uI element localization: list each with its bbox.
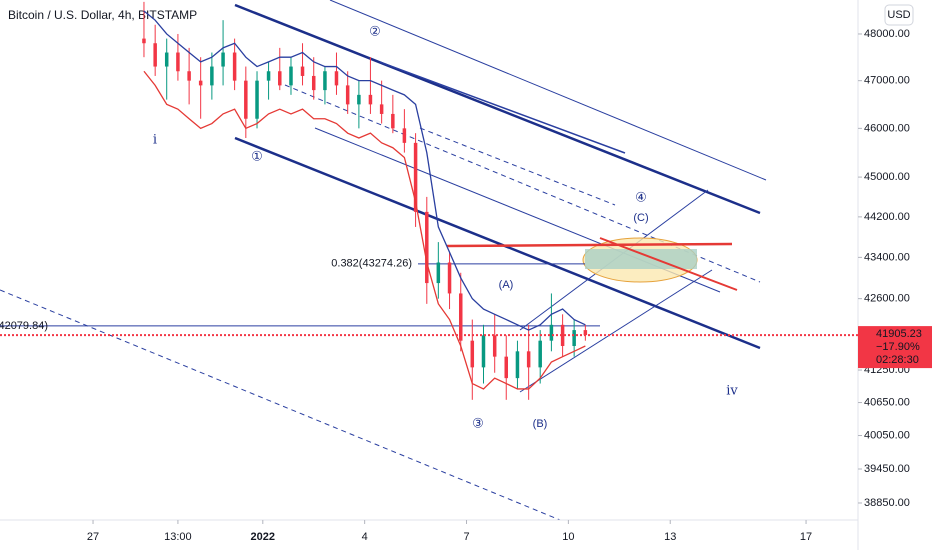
wave-label: i: [153, 133, 157, 148]
candle-body: [504, 356, 508, 379]
red-trendline: [599, 237, 738, 291]
candle-body: [198, 80, 203, 86]
dashed-midline: [284, 84, 761, 283]
candle-body: [470, 340, 475, 368]
y-tick-label: 46000.00: [864, 122, 910, 134]
candle-body: [300, 66, 305, 76]
x-tick-label: 10: [562, 531, 574, 543]
wave-label: (B): [533, 418, 548, 430]
candle-body: [572, 330, 576, 346]
candle-body: [244, 80, 248, 119]
fib-label: 0.382(43274.26): [331, 258, 412, 270]
candle-body: [436, 262, 441, 284]
candle-body: [481, 335, 486, 368]
wave-label: (C): [633, 212, 648, 224]
wave-label: ②: [369, 25, 381, 40]
level-label: 42079.84): [0, 320, 48, 332]
candle-body: [526, 351, 531, 368]
candle-body: [187, 71, 191, 81]
candle-body: [255, 80, 259, 119]
candle-body: [357, 94, 361, 105]
chart-title: Bitcoin / U.S. Dollar, 4h, BITSTAMP: [8, 8, 197, 22]
y-tick-label: 38850.00: [864, 497, 910, 509]
candle-body: [289, 66, 293, 86]
candle-body: [334, 71, 339, 86]
y-tick-label: 44200.00: [864, 211, 910, 223]
y-tick-label: 40050.00: [864, 429, 910, 441]
candle-body: [549, 324, 554, 341]
candle-body: [153, 43, 157, 67]
y-tick-label: 42600.00: [864, 293, 910, 305]
resistance-line: [446, 242, 733, 248]
x-tick-label: 7: [463, 531, 469, 543]
target-box: [585, 249, 697, 269]
candle-body: [323, 71, 327, 91]
candle-body: [458, 293, 463, 341]
candle-body: [413, 142, 418, 212]
candle-body: [391, 113, 395, 129]
y-tick-label: 47000.00: [864, 75, 910, 87]
change: −17.90%: [876, 341, 920, 353]
trendline: [379, 61, 626, 154]
indicator-line: [143, 70, 586, 390]
x-tick-label: 17: [800, 531, 812, 543]
y-tick-label: 40650.00: [864, 396, 910, 408]
wave-label: (A): [499, 279, 514, 291]
candle-body: [210, 66, 214, 86]
currency-label: USD: [887, 9, 910, 21]
candle-body: [142, 38, 146, 44]
channel-top: [234, 3, 761, 215]
price-tag: [858, 326, 932, 369]
candle-body: [379, 104, 384, 114]
x-tick-label: 2022: [251, 531, 275, 543]
candle-body: [278, 71, 282, 86]
candle-body: [311, 75, 316, 91]
candle-body: [368, 94, 373, 105]
rising-channel: [519, 269, 713, 393]
channel-bottom: [234, 136, 761, 350]
candle-body: [583, 330, 588, 336]
wave-label: ①: [251, 150, 263, 165]
countdown: 02:28:30: [876, 354, 919, 366]
candle-body: [492, 335, 497, 357]
x-tick-label: 27: [87, 531, 99, 543]
drawings: [0, 0, 767, 521]
wave-label: iv: [726, 384, 738, 399]
x-tick-label: 4: [362, 531, 368, 543]
x-tick-label: 13: [664, 531, 676, 543]
x-tick-label: 13:00: [164, 531, 192, 543]
candle-body: [221, 52, 225, 67]
dashed-midline: [419, 127, 616, 206]
candle-body: [538, 340, 542, 368]
last-price: 41905.23: [876, 328, 922, 340]
candle-body: [345, 85, 350, 105]
currency-button[interactable]: [884, 4, 914, 26]
y-tick-label: 43400.00: [864, 251, 910, 263]
y-tick-label: 48000.00: [864, 28, 910, 40]
wave-label: ③: [472, 417, 484, 432]
candle-body: [176, 52, 180, 72]
candle-body: [164, 52, 169, 67]
candle-body: [232, 52, 237, 81]
indicator-line: [143, 10, 586, 331]
wave-label: ④: [635, 191, 647, 206]
candle-body: [425, 211, 429, 284]
candle-body: [266, 71, 271, 81]
candle-body: [560, 324, 565, 346]
dashed-trendline: [0, 289, 561, 521]
y-tick-label: 45000.00: [864, 171, 910, 183]
y-tick-label: 39450.00: [864, 463, 910, 475]
trendline: [329, 0, 767, 181]
candle-body: [515, 351, 520, 379]
candle-body: [402, 128, 407, 143]
candle-body: [447, 262, 452, 294]
